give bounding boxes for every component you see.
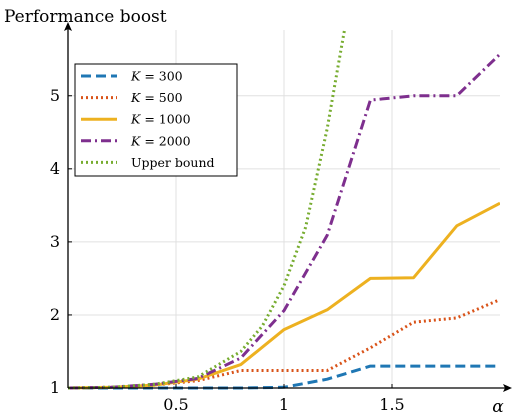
x-tick-label: 1.5	[379, 395, 404, 414]
legend-value: = 300	[140, 69, 182, 84]
tick-labels: 0.5 1 1.5 1 2 3 4 5	[50, 86, 405, 414]
legend-label: K = 500	[130, 90, 183, 105]
legend-value: = 500	[140, 90, 182, 105]
legend-label: K = 1000	[130, 112, 191, 127]
x-tick-label: 0.5	[163, 395, 188, 414]
legend-variable: K	[130, 112, 141, 127]
legend-variable: K	[130, 90, 141, 105]
series-line	[68, 201, 500, 390]
legend-variable: K	[130, 133, 141, 148]
legend-label: Upper bound	[131, 155, 215, 170]
legend-value: = 2000	[140, 133, 190, 148]
x-tick-label: 1	[279, 395, 289, 414]
axes	[64, 22, 512, 392]
y-axis-arrow	[64, 22, 72, 31]
y-axis-title: Performance boost	[4, 7, 167, 27]
legend-variable: K	[130, 69, 141, 84]
y-tick-label: 4	[50, 159, 60, 178]
y-tick-label: 2	[50, 305, 60, 324]
x-axis-arrow	[503, 384, 512, 392]
y-tick-label: 3	[50, 232, 60, 251]
x-axis-title: α	[492, 397, 504, 417]
y-tick-label: 5	[50, 86, 60, 105]
legend-value: = 1000	[140, 112, 190, 127]
y-tick-label: 1	[50, 378, 60, 397]
legend-label: K = 2000	[130, 133, 191, 148]
legend-label: K = 300	[130, 69, 183, 84]
series-line	[68, 53, 500, 390]
